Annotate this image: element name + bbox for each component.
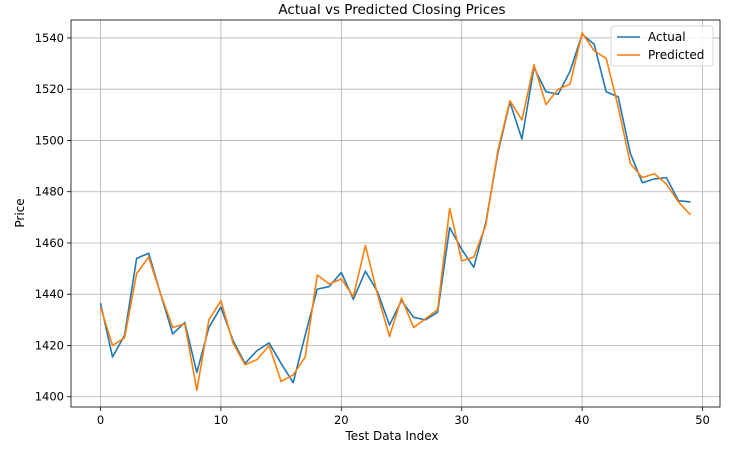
y-tick-label: 1500 — [35, 133, 64, 147]
series-line-actual — [99, 33, 691, 384]
y-tick-label: 1400 — [35, 390, 64, 404]
plot-area — [71, 20, 720, 407]
x-tick-label: 0 — [97, 413, 104, 427]
y-tick-label: 1480 — [35, 185, 64, 199]
legend: Actual Predicted — [610, 25, 714, 67]
x-axis-title: Test Data Index — [345, 429, 439, 443]
y-tick-label: 1460 — [35, 236, 64, 250]
series-line-predicted — [99, 32, 692, 392]
y-tick-label: 1440 — [35, 287, 64, 301]
chart-title: Actual vs Predicted Closing Prices — [278, 2, 505, 18]
axis-ticks: 0 10 20 30 40 50 1400 1420 1440 1460 1480 1500 1520 1… — [35, 31, 710, 427]
x-tick-label: 50 — [695, 413, 710, 427]
legend-label-predicted: Predicted — [648, 48, 704, 62]
legend-box — [610, 25, 714, 67]
series-layer — [99, 32, 692, 392]
x-tick-label: 40 — [575, 413, 590, 427]
y-tick-label: 1520 — [35, 82, 64, 96]
x-tick-label: 30 — [454, 413, 469, 427]
y-axis-title: Price — [13, 198, 27, 227]
plot-frame — [70, 19, 721, 408]
y-tick-label: 1540 — [35, 31, 64, 45]
grid — [71, 20, 720, 407]
y-tick-label: 1420 — [35, 338, 64, 352]
legend-label-actual: Actual — [648, 30, 686, 44]
x-tick-label: 20 — [334, 413, 349, 427]
x-tick-label: 10 — [214, 413, 229, 427]
